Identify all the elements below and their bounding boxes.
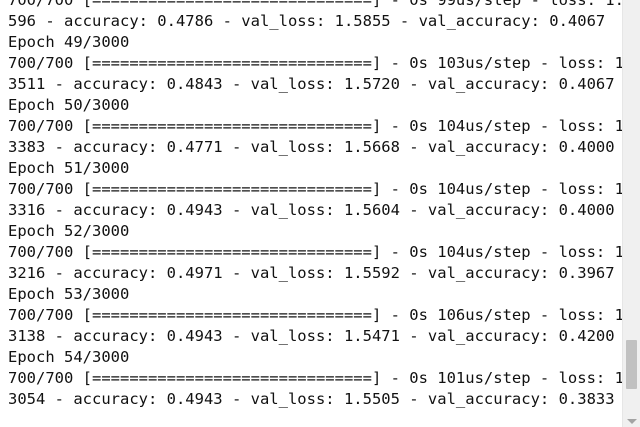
console-line: 3316 - accuracy: 0.4943 - val_loss: 1.56… [8,201,615,219]
console-line: Epoch 54/3000 [8,348,130,366]
console-line: 700/700 [==============================]… [8,0,622,9]
console-lines: 700/700 [==============================]… [8,0,622,410]
console-line: 700/700 [==============================]… [8,306,622,324]
console-line: Epoch 52/3000 [8,222,130,240]
console-line: 3054 - accuracy: 0.4943 - val_loss: 1.55… [8,390,615,408]
console-line: 700/700 [==============================]… [8,243,622,261]
console-line: 700/700 [==============================]… [8,54,622,72]
console-line: 3216 - accuracy: 0.4971 - val_loss: 1.55… [8,264,615,282]
console-line: Epoch 51/3000 [8,159,130,177]
console-line: 3138 - accuracy: 0.4943 - val_loss: 1.54… [8,327,615,345]
console-line: 3383 - accuracy: 0.4771 - val_loss: 1.56… [8,138,615,156]
scroll-down-arrow-icon[interactable] [627,419,637,424]
console-line: Epoch 50/3000 [8,96,130,114]
console-line: Epoch 49/3000 [8,33,130,51]
console-line: 700/700 [==============================]… [8,117,622,135]
scrollbar-thumb[interactable] [626,340,637,389]
vertical-scrollbar[interactable] [622,0,640,427]
console-output: 700/700 [==============================]… [8,0,622,410]
console-line: 700/700 [==============================]… [8,180,622,198]
console-line: 700/700 [==============================]… [8,369,622,387]
console-line: 596 - accuracy: 0.4786 - val_loss: 1.585… [8,12,606,30]
console-line: 3511 - accuracy: 0.4843 - val_loss: 1.57… [8,75,615,93]
console-line: Epoch 53/3000 [8,285,130,303]
